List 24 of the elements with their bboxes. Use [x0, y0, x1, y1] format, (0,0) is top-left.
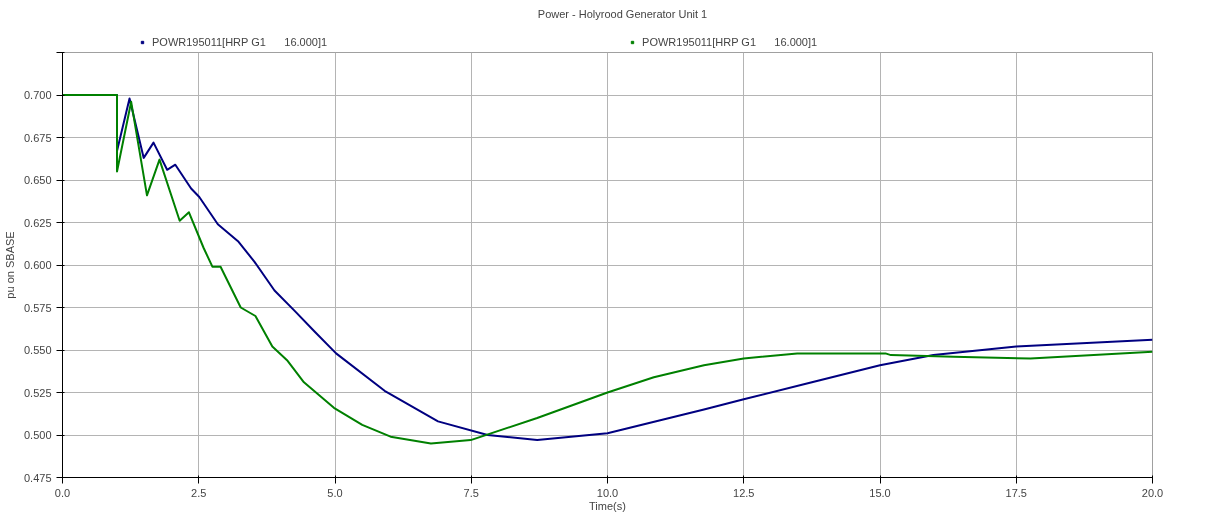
- y-tick-label: 0.650: [23, 174, 52, 186]
- x-tick-label: 15.0: [869, 486, 891, 499]
- x-tick-label: 10.0: [596, 486, 619, 499]
- y-tick-label: 0.525: [23, 386, 52, 399]
- legend-label: POWR195011[HRP G1 16.000]1: [152, 36, 328, 48]
- y-axis-title: pu on SBASE: [3, 231, 16, 299]
- x-axis-title: Time(s): [589, 499, 626, 512]
- y-tick-label: 0.675: [23, 131, 52, 144]
- chart-title: Power - Holyrood Generator Unit 1: [537, 7, 708, 20]
- y-tick-label: 0.625: [23, 216, 52, 229]
- y-tick-label: 0.550: [23, 344, 52, 356]
- x-tick-label: 20.0: [1141, 486, 1164, 499]
- x-tick-label: 2.5: [191, 486, 207, 499]
- y-tick-label: 0.575: [23, 301, 52, 314]
- x-tick-label: 17.5: [1005, 486, 1027, 499]
- x-tick-label: 5.0: [327, 486, 343, 499]
- y-tick-label: 0.600: [23, 259, 52, 271]
- x-tick-label: 7.5: [463, 486, 479, 499]
- y-tick-label: 0.475: [23, 471, 52, 484]
- y-tick-label: 0.500: [23, 429, 52, 441]
- y-tick-label: 0.700: [23, 89, 52, 101]
- x-tick-label: 0.0: [54, 486, 71, 499]
- legend-label: POWR195011[HRP G1 16.000]1: [642, 36, 818, 48]
- x-tick-label: 12.5: [733, 486, 755, 499]
